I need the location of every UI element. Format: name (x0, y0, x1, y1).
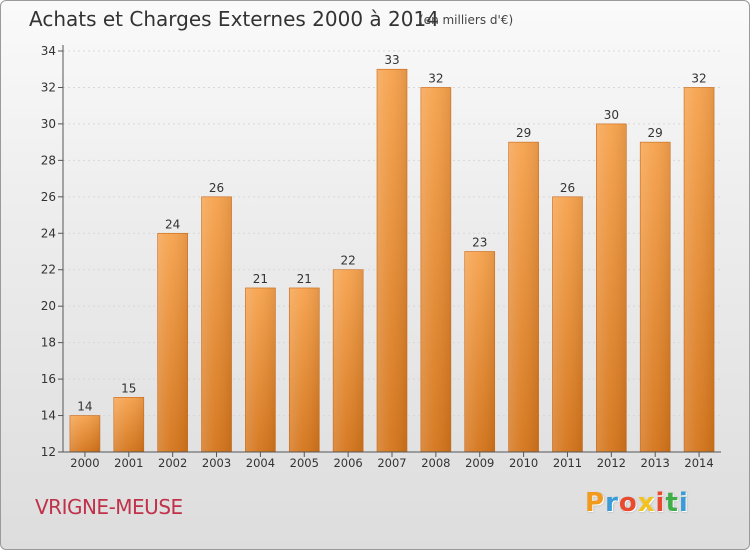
y-tick-label: 24 (41, 226, 56, 240)
x-tick-label: 2006 (333, 456, 362, 470)
commune-name: VRIGNE-MEUSE (35, 495, 183, 519)
x-tick-label: 2005 (290, 456, 319, 470)
logo-letter: i (678, 488, 689, 518)
bar-shine (683, 87, 715, 453)
data-label: 32 (428, 71, 443, 85)
data-label: 23 (472, 236, 487, 250)
x-tick-label: 2000 (70, 456, 99, 470)
bar-shine (464, 251, 496, 453)
bar-shine (288, 287, 320, 453)
bar-shine (508, 141, 539, 453)
x-tick-label: 2008 (421, 456, 450, 470)
bar-shine (245, 287, 276, 453)
data-label: 21 (253, 272, 268, 286)
chart-subtitle: (en milliers d'€) (419, 13, 514, 27)
bar-shine (157, 232, 188, 453)
bar-shine (69, 415, 101, 453)
data-label: 29 (516, 126, 531, 140)
data-label: 26 (560, 181, 575, 195)
logo-letter: x (637, 488, 656, 518)
y-tick-label: 18 (41, 336, 56, 350)
data-label: 33 (384, 53, 399, 67)
bar-shine (420, 87, 452, 453)
data-label: 21 (297, 272, 312, 286)
data-label: 29 (648, 126, 663, 140)
y-tick-label: 14 (41, 409, 56, 423)
x-tick-label: 2002 (158, 456, 187, 470)
data-label: 32 (691, 71, 706, 85)
chart-title: Achats et Charges Externes 2000 à 2014 (29, 7, 439, 31)
x-tick-label: 2014 (684, 456, 713, 470)
logo-letter: P (585, 488, 606, 518)
x-tick-label: 2003 (202, 456, 231, 470)
y-tick-label: 28 (41, 153, 56, 167)
proxiti-logo: Proxiti (585, 488, 689, 518)
bar-shine (639, 141, 671, 453)
bar-shine (376, 68, 408, 453)
bar-shine (596, 123, 627, 453)
data-label: 22 (340, 254, 355, 268)
x-tick-label: 2007 (377, 456, 406, 470)
x-tick-label: 2013 (641, 456, 670, 470)
x-tick-label: 2012 (597, 456, 626, 470)
data-label: 26 (209, 181, 224, 195)
logo-letter: r (605, 488, 619, 518)
data-label: 15 (121, 381, 136, 395)
y-tick-label: 22 (41, 263, 56, 277)
logo-letter: i (655, 488, 666, 518)
x-tick-label: 2009 (465, 456, 494, 470)
bar-shine (332, 269, 364, 453)
data-label: 24 (165, 217, 180, 231)
data-label: 14 (77, 400, 92, 414)
bar-shine (552, 196, 583, 453)
x-tick-label: 2011 (553, 456, 582, 470)
data-label: 30 (604, 108, 619, 122)
y-tick-label: 30 (41, 117, 56, 131)
y-tick-label: 16 (41, 372, 56, 386)
y-tick-label: 12 (41, 445, 56, 459)
y-tick-label: 32 (41, 80, 56, 94)
bar-shine (113, 397, 145, 453)
x-tick-label: 2010 (509, 456, 538, 470)
y-tick-label: 26 (41, 190, 56, 204)
y-tick-label: 20 (41, 299, 56, 313)
x-tick-label: 2004 (246, 456, 275, 470)
logo-letter: o (618, 488, 638, 518)
bar-shine (201, 196, 232, 453)
x-tick-label: 2001 (114, 456, 143, 470)
logo-letter: t (665, 488, 679, 518)
y-tick-label: 34 (41, 44, 56, 58)
